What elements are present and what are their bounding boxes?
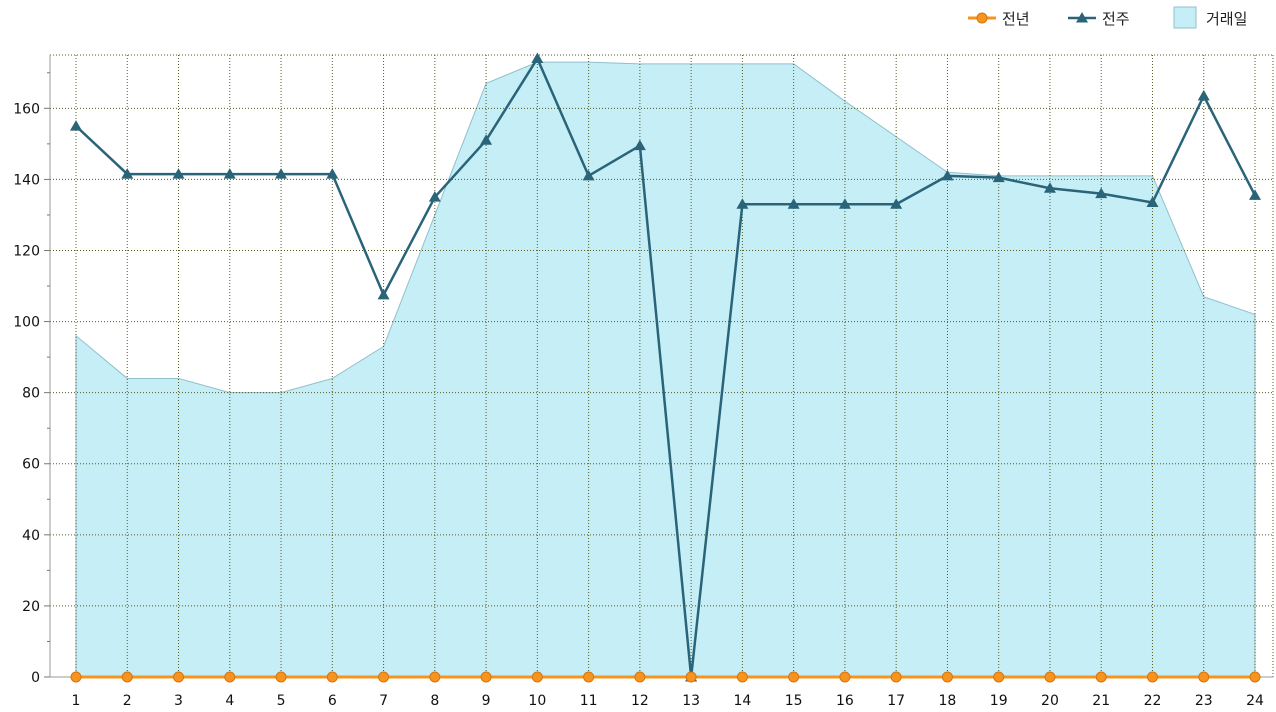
x-tick-label: 8	[430, 693, 439, 709]
x-tick-label: 2	[123, 693, 132, 709]
line-series-layer	[70, 52, 1261, 683]
legend-label: 거래일	[1206, 10, 1247, 28]
data-point	[839, 671, 851, 683]
data-point	[378, 671, 390, 683]
x-tick-label: 9	[482, 693, 491, 709]
data-point	[1249, 671, 1261, 683]
data-point	[582, 169, 595, 181]
data-point	[1044, 671, 1056, 683]
legend-swatch	[1173, 6, 1197, 29]
data-point	[173, 671, 185, 683]
data-point	[890, 198, 903, 209]
y-tick-label: 160	[13, 101, 40, 117]
y-tick-label: 0	[31, 670, 40, 686]
data-point	[838, 198, 851, 209]
data-point	[70, 120, 82, 131]
x-tick-label: 5	[277, 693, 286, 709]
data-point	[1197, 89, 1210, 101]
data-point	[1095, 187, 1108, 199]
y-tick-label: 100	[13, 315, 40, 331]
x-tick-label: 23	[1195, 693, 1213, 709]
data-point	[377, 288, 390, 300]
data-point	[531, 671, 543, 683]
data-point	[634, 671, 646, 683]
data-point	[121, 168, 134, 179]
y-tick-label: 60	[22, 457, 40, 473]
x-tick-label: 16	[836, 693, 854, 709]
y-tick-label: 140	[13, 172, 40, 188]
x-tick-label: 20	[1041, 693, 1059, 709]
data-point	[480, 671, 492, 683]
data-point	[1146, 671, 1158, 683]
data-point	[941, 671, 953, 683]
data-point	[890, 671, 902, 683]
data-point	[326, 168, 339, 179]
legend: 전년 전주 거래일	[968, 6, 1247, 29]
data-point	[1249, 189, 1261, 200]
series-line	[75, 57, 1257, 679]
x-tick-label: 10	[528, 693, 546, 709]
data-point	[224, 671, 236, 683]
x-tick-label: 3	[174, 693, 183, 709]
legend-marker	[1076, 12, 1088, 23]
data-point	[633, 139, 646, 151]
legend-marker	[976, 12, 988, 24]
data-point	[275, 168, 288, 179]
x-tick-label: 12	[631, 693, 649, 709]
data-point	[429, 671, 441, 683]
x-tick-label: 14	[733, 693, 751, 709]
legend-label: 전주	[1102, 10, 1130, 28]
x-tick-label: 22	[1144, 693, 1162, 709]
y-tick-label: 120	[13, 243, 40, 259]
x-tick-label: 24	[1246, 693, 1264, 709]
y-tick-label: 40	[22, 528, 40, 544]
data-point	[480, 134, 493, 145]
x-tick-label: 15	[785, 693, 803, 709]
data-point	[326, 671, 338, 683]
data-point	[992, 171, 1005, 183]
data-point	[1043, 182, 1056, 193]
x-tick-label: 19	[990, 693, 1008, 709]
data-point	[121, 671, 133, 683]
data-point	[1198, 671, 1210, 683]
data-point	[531, 52, 544, 64]
data-point	[583, 671, 595, 683]
x-tick-label: 18	[939, 693, 957, 709]
x-tick-label: 4	[225, 693, 234, 709]
x-tick-label: 6	[328, 693, 337, 709]
x-tick-label: 17	[887, 693, 905, 709]
data-point	[993, 671, 1005, 683]
data-point	[1095, 671, 1107, 683]
y-tick-label: 80	[22, 386, 40, 402]
x-tick-label: 1	[72, 693, 81, 709]
data-point	[1146, 196, 1159, 208]
data-point	[736, 671, 748, 683]
data-point	[172, 168, 185, 179]
area-series-layer	[75, 61, 1256, 678]
data-point	[428, 191, 441, 202]
legend-label: 전년	[1002, 10, 1030, 28]
data-point	[223, 168, 236, 179]
data-point	[788, 671, 800, 683]
data-point	[736, 198, 749, 209]
data-point	[685, 671, 697, 683]
x-tick-label: 21	[1092, 693, 1110, 709]
data-point	[70, 671, 82, 683]
y-tick-label: 20	[22, 599, 40, 615]
x-tick-label: 7	[379, 693, 388, 709]
x-tick-label: 13	[682, 693, 700, 709]
area-series	[75, 61, 1256, 678]
data-point	[787, 198, 800, 209]
data-point	[275, 671, 287, 683]
x-tick-label: 11	[580, 693, 598, 709]
data-point	[941, 169, 954, 181]
